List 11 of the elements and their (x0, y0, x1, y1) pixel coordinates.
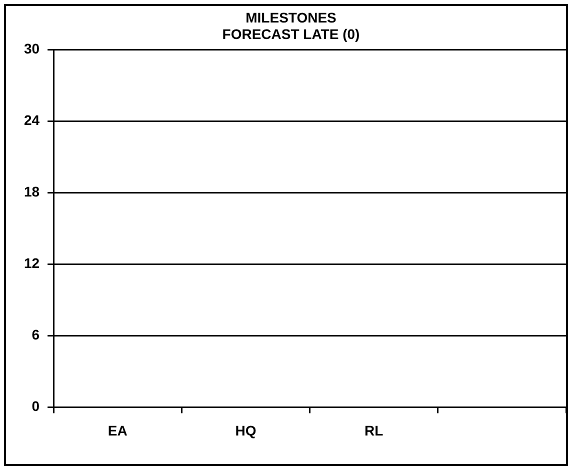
y-tick-label: 18 (24, 184, 40, 200)
y-tick-label: 6 (32, 326, 40, 343)
y-tick-label: 12 (24, 255, 40, 272)
y-tick-label: 0 (32, 398, 40, 414)
x-tick-label: HQ (235, 422, 256, 438)
text: FORECAST LATE (0) (222, 26, 360, 42)
text: MILESTONES (246, 9, 336, 26)
x-tick-label: RL (364, 422, 384, 438)
y-tick-label: 30 (24, 40, 40, 56)
x-tick-label: EA (108, 422, 128, 438)
y-tick-label: 24 (24, 112, 40, 128)
